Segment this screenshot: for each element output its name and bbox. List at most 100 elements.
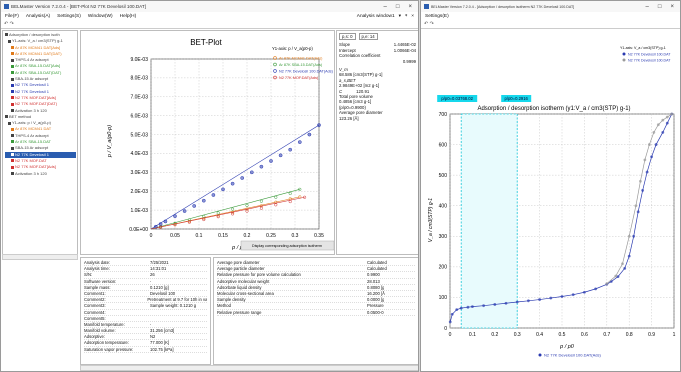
table-value: Sample weight: 0.1210 g [150,303,197,309]
dropdown-icon[interactable]: ▾ [398,14,402,19]
series-color-icon [11,146,14,150]
menu-help[interactable]: Help(H) [119,14,137,19]
iso-data-point [652,130,656,134]
table-key: S/N: [84,272,93,278]
table-key: Manifold temperature: [84,321,125,327]
tree-item[interactable]: SBA-15 Ar adsorpt [5,145,76,151]
table-row: Analysis time: 14:31:01 [84,266,207,273]
tree-item[interactable]: Activation 3 h 120 [5,108,76,114]
tree-item-label: N2 77K MOF.DAT(DAT) [15,101,58,107]
bet-legend-marker [273,56,277,60]
tree-item[interactable]: N2 77K MOF.DAT [5,158,76,164]
bet-data-point [187,220,191,224]
tree-item[interactable]: Y1-axis: V_a / cm3(STP) g-1 [5,38,76,44]
maximize-icon-2[interactable]: □ [657,3,662,10]
table-value: N2 [150,334,156,340]
display-isotherm-button[interactable]: Display corresponding adsorption isother… [252,244,322,248]
tree-item[interactable]: SBA-15 Ar adsorpt [5,76,76,82]
close-icon-2[interactable]: × [670,3,674,10]
tree-item[interactable]: N2 77K MOF.DAT[Ads] [5,164,76,170]
bet-legend-marker [273,69,277,73]
range-cursor-region[interactable] [460,113,518,329]
bottom-scrollbar[interactable] [80,365,418,371]
tree-item[interactable]: Ar 87K MCM41 DAT(DAT) [5,51,76,57]
bet-x-tick-label: 0.25 [266,233,276,239]
tree-item[interactable]: N2 77K Develosil 1 [5,89,76,95]
analysis-params-table: Average pore diameter Calculated Average p… [213,257,418,365]
window-title: BELMaster Version 7.2.0.4 - [BET-Plot N2… [11,4,146,9]
table-key: Comment2: [84,297,106,303]
redo-icon-2[interactable]: ↷ [429,21,434,27]
redo-icon[interactable]: ↷ [9,21,14,27]
tree-item[interactable]: Ar 87K MCM41 DAT[Ads] [5,45,76,51]
menu-bar: File(F) Analysis(A) Settings(S) Window(W… [1,12,418,21]
table-key: Comment5: [84,315,106,321]
tree-item[interactable]: THPS-4 Ar adsorpt [5,133,76,139]
tree-item[interactable]: Ar 87K SBA-15.DAT(DAT) [5,70,76,76]
iso-data-point [450,312,454,316]
menu-file[interactable]: File(F) [5,14,19,19]
bet-data-point [173,221,177,225]
tree-item[interactable]: N2 77K Develosil 1 [5,82,76,88]
tree-item[interactable]: Ar 87K SBA-15.DAT [5,139,76,145]
cursor2-label-bg [501,95,532,102]
close-doc-icon[interactable]: × [411,14,414,19]
table-key: Sample mass: [84,284,111,290]
table-key: Comment1: [84,290,106,296]
tree-item-label: SBA-15 Ar adsorpt [15,76,49,82]
iso-x-tick-label: 0.7 [603,332,610,338]
iso-data-point [621,262,624,266]
p-end-select[interactable]: p,e: 14 [358,33,378,41]
iso-data-point [515,300,519,304]
minimize-icon-2[interactable]: – [645,3,649,10]
menu-settings[interactable]: Settings(S) [57,14,81,19]
tree-item[interactable]: Adsorption / desorption isoth [5,32,76,38]
table-value: Calculated [367,266,387,272]
tree-item-label: Adsorption / desorption isoth [9,32,60,37]
tree-item[interactable]: N2 77K MOF.DAT(DAT) [5,101,76,107]
bet-plot-frame [150,58,320,230]
undo-icon[interactable]: ↶ [4,21,9,27]
table-row: Relative pressure range 0.0500-0 [217,310,415,316]
iso-x-tick-label: 0.3 [514,332,521,338]
cursor1-label[interactable]: p/p0=0.03768.02 [441,96,473,101]
series-color-icon [11,58,14,62]
app-logo-icon-2 [424,4,429,9]
menu-window[interactable]: Window(W) [87,14,113,19]
bet-y-tick-label: 1.0E-03 [130,208,148,214]
table-key: Adsorptive: [84,334,105,340]
isotherm-chart[interactable]: Adsorption / desorption isotherm (y1:V_a… [422,30,681,370]
menu-analysis[interactable]: Analysis(A) [25,14,51,19]
tree-item[interactable]: Activation 3 h 120 [5,171,76,177]
tree-item[interactable]: Ar 87K SBA-15.DAT[Ads] [5,63,76,69]
bet-data-point [201,198,206,203]
iso-data-point [627,234,631,238]
tree-item[interactable]: N2 77K MOF.DAT[Ads] [5,95,76,101]
minimize-icon[interactable]: – [383,3,387,10]
tree-item[interactable]: THPS-4 Ar adsorpt [5,57,76,63]
bet-x-tick-label: 0.1 [196,233,203,239]
p-start-select[interactable]: p,s: 0 [339,33,356,41]
bet-y-axis-label: p / V_a(p0-p) [107,125,113,158]
tree-item[interactable]: Ar 87K MCM41 DAT [5,126,76,132]
tree-item-label: N2 77K MOF.DAT[Ads] [15,94,56,100]
tree-item[interactable]: Y1-axis: p / V_a(p0-p) [5,120,76,126]
series-color-icon [11,77,14,81]
maximize-icon[interactable]: □ [395,3,400,10]
pin-icon[interactable]: ᵠ [405,14,408,19]
close-icon[interactable]: × [408,3,412,10]
menu-settings-2[interactable]: Settings(E) [425,14,449,19]
tree-item[interactable]: N2 77K Develosil 1 [5,151,76,158]
bet-data-point [259,199,263,203]
iso-data-point [670,112,674,116]
table-row: Comment4: [84,310,207,316]
iso-y-tick-label: 300 [439,234,448,240]
tree-item[interactable]: BET method [5,114,76,120]
bet-plot-chart[interactable]: BET-Plot p / V_a(p0-p) p / p0 0.0E+00 1.0… [81,31,335,255]
table-value: 0.8080 [g [367,284,385,290]
table-row: Comment1: Develosil 100 [84,290,207,298]
bet-data-point [274,203,278,207]
cursor2-label[interactable]: p/p0=0.2916 [504,96,528,101]
undo-icon-2[interactable]: ↶ [424,21,429,27]
tree-scrollbar[interactable] [2,254,78,260]
